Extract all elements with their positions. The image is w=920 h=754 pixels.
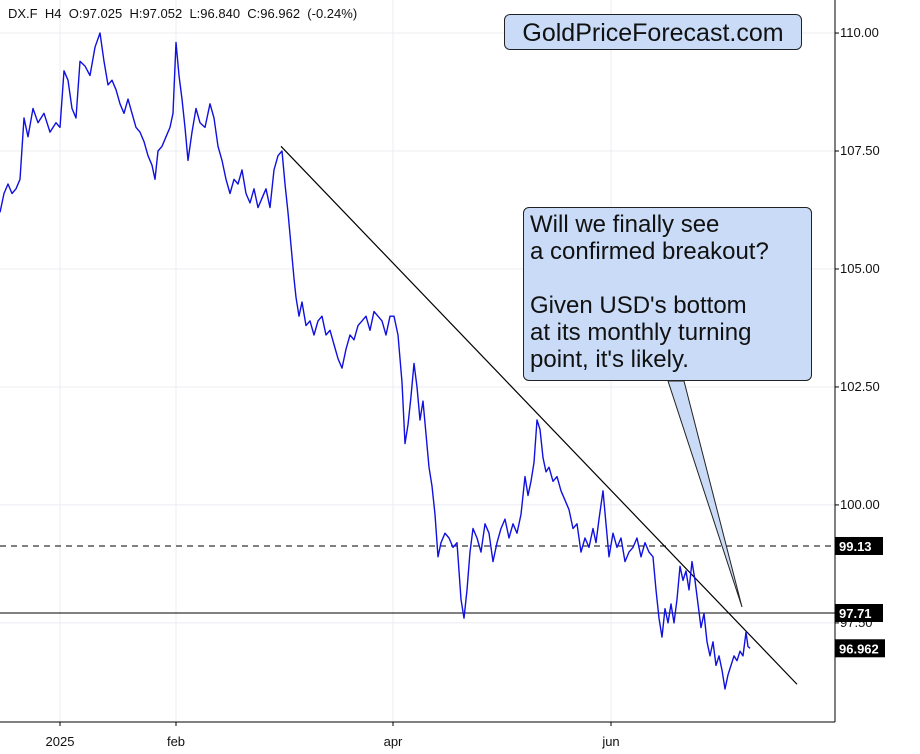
level-tag [835, 536, 883, 555]
price-line [0, 32, 751, 690]
high-value: H:97.052 [129, 6, 183, 21]
brand-watermark: GoldPriceForecast.com [504, 14, 802, 50]
callout-pointer [667, 380, 743, 608]
x-tick-label: 2025 [46, 734, 75, 749]
callout-line: point, it's likely. [530, 346, 689, 373]
x-tick-label: apr [384, 734, 403, 749]
level-tag [835, 603, 883, 622]
last-price-label: 96.962 [839, 641, 879, 656]
last-price-tag [835, 639, 885, 658]
callout-line: at its monthly turning [530, 319, 752, 346]
y-tick-label: 100.00 [840, 497, 880, 512]
ticker-header: DX.F H4 O:97.025 H:97.052 L:96.840 C:96.… [8, 6, 357, 21]
symbol: DX.F [8, 6, 38, 21]
x-tick-label: jun [601, 734, 619, 749]
callout-line: Will we finally see [530, 211, 720, 238]
callout-line: a confirmed breakout? [530, 238, 769, 265]
y-tick-label: 102.50 [840, 379, 880, 394]
trendline [280, 145, 798, 685]
x-tick-label: feb [167, 734, 185, 749]
open-value: O:97.025 [68, 6, 123, 21]
annotation-callout: Will we finally see a confirmed breakout… [523, 207, 812, 381]
level-tag-label: 99.13 [839, 539, 872, 554]
change-value: (-0.24%) [307, 6, 358, 21]
y-tick-label: 105.00 [840, 261, 880, 276]
close-value: C:96.962 [247, 6, 301, 21]
low-value: L:96.840 [189, 6, 241, 21]
callout-line: Given USD's bottom [530, 292, 747, 319]
y-tick-label: 107.50 [840, 143, 880, 158]
interval: H4 [44, 6, 62, 21]
level-tag-label: 97.71 [839, 606, 872, 621]
y-tick-label: 110.00 [840, 25, 879, 40]
